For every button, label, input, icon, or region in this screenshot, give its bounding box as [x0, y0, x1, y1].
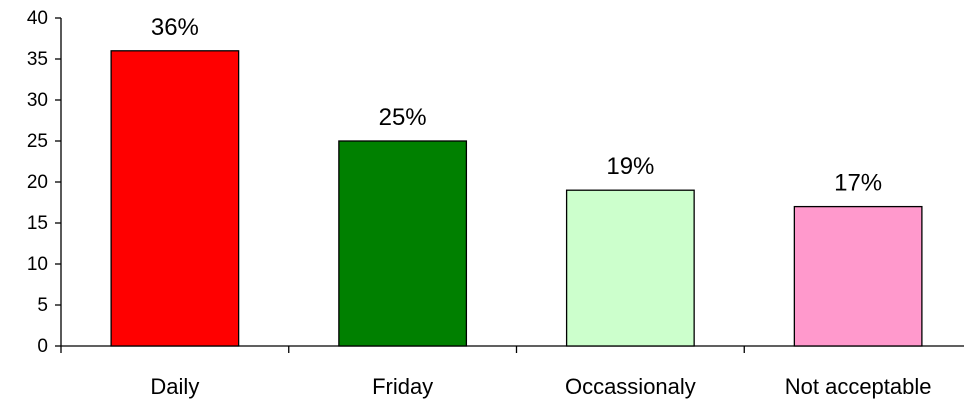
x-axis: Daily Friday Occassionaly Not acceptable: [60, 345, 964, 399]
x-category-label: Occassionaly: [565, 374, 696, 399]
bar-daily: [110, 50, 240, 347]
y-tick-label: 35: [27, 49, 48, 70]
x-category-label: Daily: [150, 374, 199, 399]
y-tick-label: 5: [37, 295, 48, 316]
y-tick-label: 15: [27, 213, 48, 234]
y-tick-label: 20: [27, 172, 48, 193]
bar-occassionaly: [565, 189, 695, 347]
y-tick-label: 30: [27, 90, 48, 111]
data-label: 17%: [834, 170, 882, 197]
data-label: 36%: [151, 14, 199, 41]
x-category-label: Not acceptable: [785, 374, 932, 399]
y-axis: 0 5 10 15 20 25 30 35 40: [27, 8, 62, 357]
y-tick-label: 25: [27, 131, 48, 152]
x-category-label: Friday: [372, 374, 433, 399]
y-tick-label: 40: [27, 8, 48, 29]
bars: [110, 50, 923, 347]
data-label: 25%: [379, 104, 427, 131]
data-labels: 36% 25% 19% 17%: [151, 14, 882, 197]
y-tick-label: 10: [27, 254, 48, 275]
y-tick-label: 0: [37, 336, 48, 357]
data-label: 19%: [606, 153, 654, 180]
bar-not-acceptable: [793, 205, 923, 347]
bar-friday: [338, 140, 468, 347]
